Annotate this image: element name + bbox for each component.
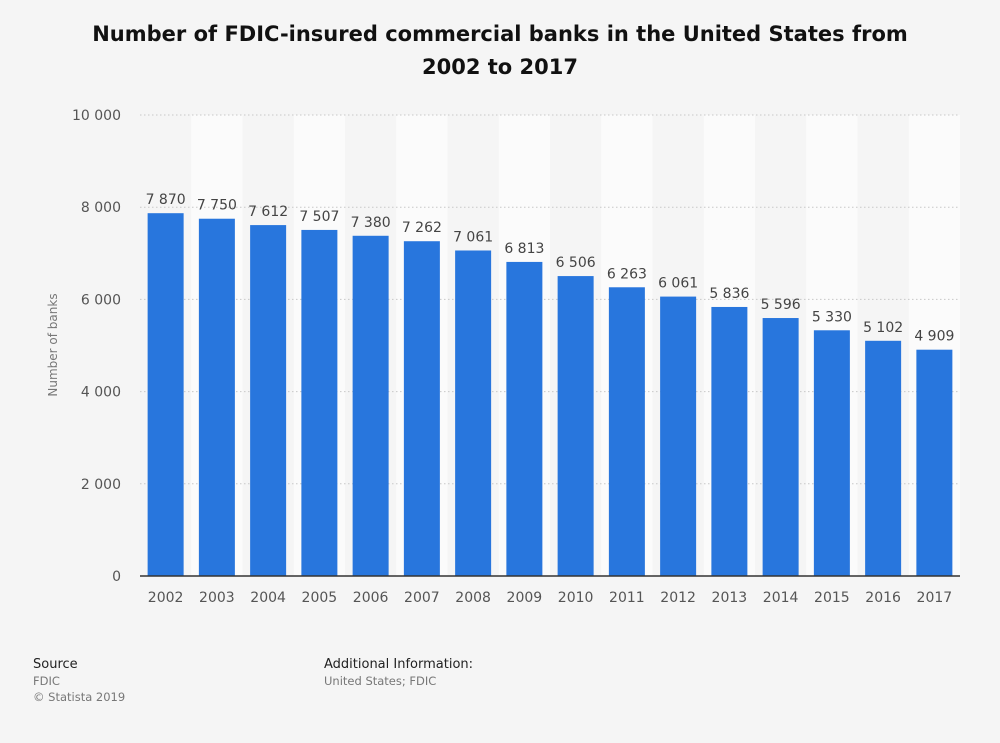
bar-2006[interactable] [352,235,389,577]
x-tick-label: 2014 [763,590,799,606]
bar-2009[interactable] [506,261,543,576]
data-label: 7 507 [299,209,339,225]
x-tick-label: 2017 [917,590,953,606]
x-tick-label: 2006 [353,590,389,606]
y-tick-label: 8 000 [81,200,121,216]
y-tick-label: 0 [112,569,121,585]
y-axis-label: Number of banks [46,293,60,396]
bar-2008[interactable] [455,250,492,576]
data-label: 6 813 [504,241,544,257]
bar-2005[interactable] [301,229,338,576]
source-block: Source FDIC © Statista 2019 [33,657,125,705]
x-tick-label: 2010 [558,590,594,606]
source-heading: Source [33,657,78,672]
data-label: 5 330 [812,309,852,325]
x-tick-label: 2016 [865,590,901,606]
bar-2003[interactable] [198,218,235,576]
data-label: 7 870 [146,192,186,208]
bar-2010[interactable] [557,276,594,576]
bar-2015[interactable] [813,330,850,576]
bar-2004[interactable] [250,225,287,577]
x-tick-label: 2002 [148,590,184,606]
x-tick-label: 2013 [712,590,748,606]
y-tick-label: 6 000 [81,292,121,308]
x-tick-label: 2005 [302,590,338,606]
x-tick-label: 2008 [455,590,491,606]
bar-2013[interactable] [711,306,748,576]
data-labels: 7 870 7 750 7 612 7 507 7 380 7 262 7 061 6 813… [146,192,955,345]
data-label: 5 836 [709,286,749,302]
data-label: 6 061 [658,276,698,292]
source-text: FDIC [33,674,60,688]
data-label: 5 596 [761,297,801,313]
data-label: 7 262 [402,220,442,236]
additional-info-text: United States; FDIC [324,674,437,688]
data-label: 7 612 [248,204,288,220]
data-label: 6 506 [556,255,596,271]
bar-2011[interactable] [608,287,645,576]
bar-2002[interactable] [147,213,184,576]
additional-info-heading: Additional Information: [324,657,474,672]
x-tick-label: 2009 [507,590,543,606]
x-tick-label: 2004 [250,590,286,606]
x-tick-label: 2012 [660,590,696,606]
x-axis-ticks: 2002 2003 2004 2005 2006 2007 2008 2009 2010 2011… [148,590,952,606]
y-axis-ticks: 0 2 000 4 000 6 000 8 000 10 000 [72,108,121,585]
y-tick-label: 10 000 [72,108,121,124]
x-tick-label: 2015 [814,590,850,606]
y-tick-label: 4 000 [81,385,121,401]
chart-title: Number of FDIC-insured commercial banks … [92,22,908,79]
data-label: 7 061 [453,229,493,245]
x-tick-label: 2007 [404,590,440,606]
bar-2014[interactable] [762,318,799,576]
bar-2012[interactable] [660,296,697,576]
x-tick-label: 2003 [199,590,235,606]
data-label: 7 380 [351,215,391,231]
bar-2017[interactable] [916,349,953,576]
data-label: 7 750 [197,198,237,214]
bar-2016[interactable] [865,340,902,576]
additional-info-block: Additional Information: United States; F… [324,657,473,689]
data-label: 6 263 [607,266,647,282]
data-label: 5 102 [863,320,903,336]
y-tick-label: 2 000 [81,477,121,493]
bars [147,213,953,577]
bar-2007[interactable] [403,241,440,576]
x-tick-label: 2011 [609,590,645,606]
data-label: 4 909 [914,329,954,345]
copyright-text: © Statista 2019 [33,690,126,704]
